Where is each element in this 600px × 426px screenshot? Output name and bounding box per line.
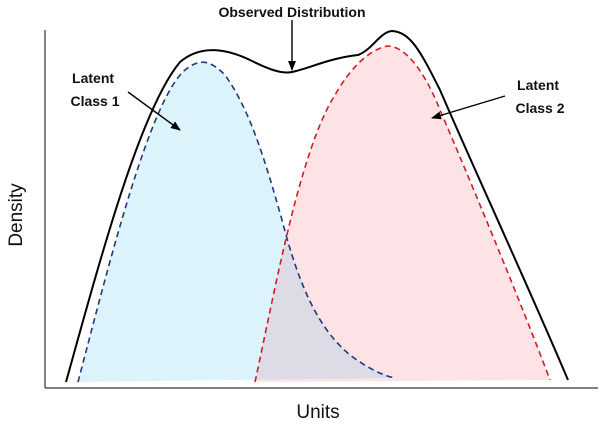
class2-arrow xyxy=(431,95,506,120)
y-axis-label: Density xyxy=(6,183,27,247)
class1-area xyxy=(78,62,395,382)
chart-title: Observed Distribution xyxy=(218,4,365,20)
class1-arrow xyxy=(127,91,181,131)
x-axis-label: Units xyxy=(296,402,339,423)
class2-label: Latent Class 2 xyxy=(515,77,564,116)
observed-curve xyxy=(65,29,569,383)
class2-curve xyxy=(254,45,551,383)
class2-area xyxy=(255,46,550,382)
class1-curve xyxy=(77,61,396,383)
class1-label: Latent Class 1 xyxy=(70,70,119,109)
